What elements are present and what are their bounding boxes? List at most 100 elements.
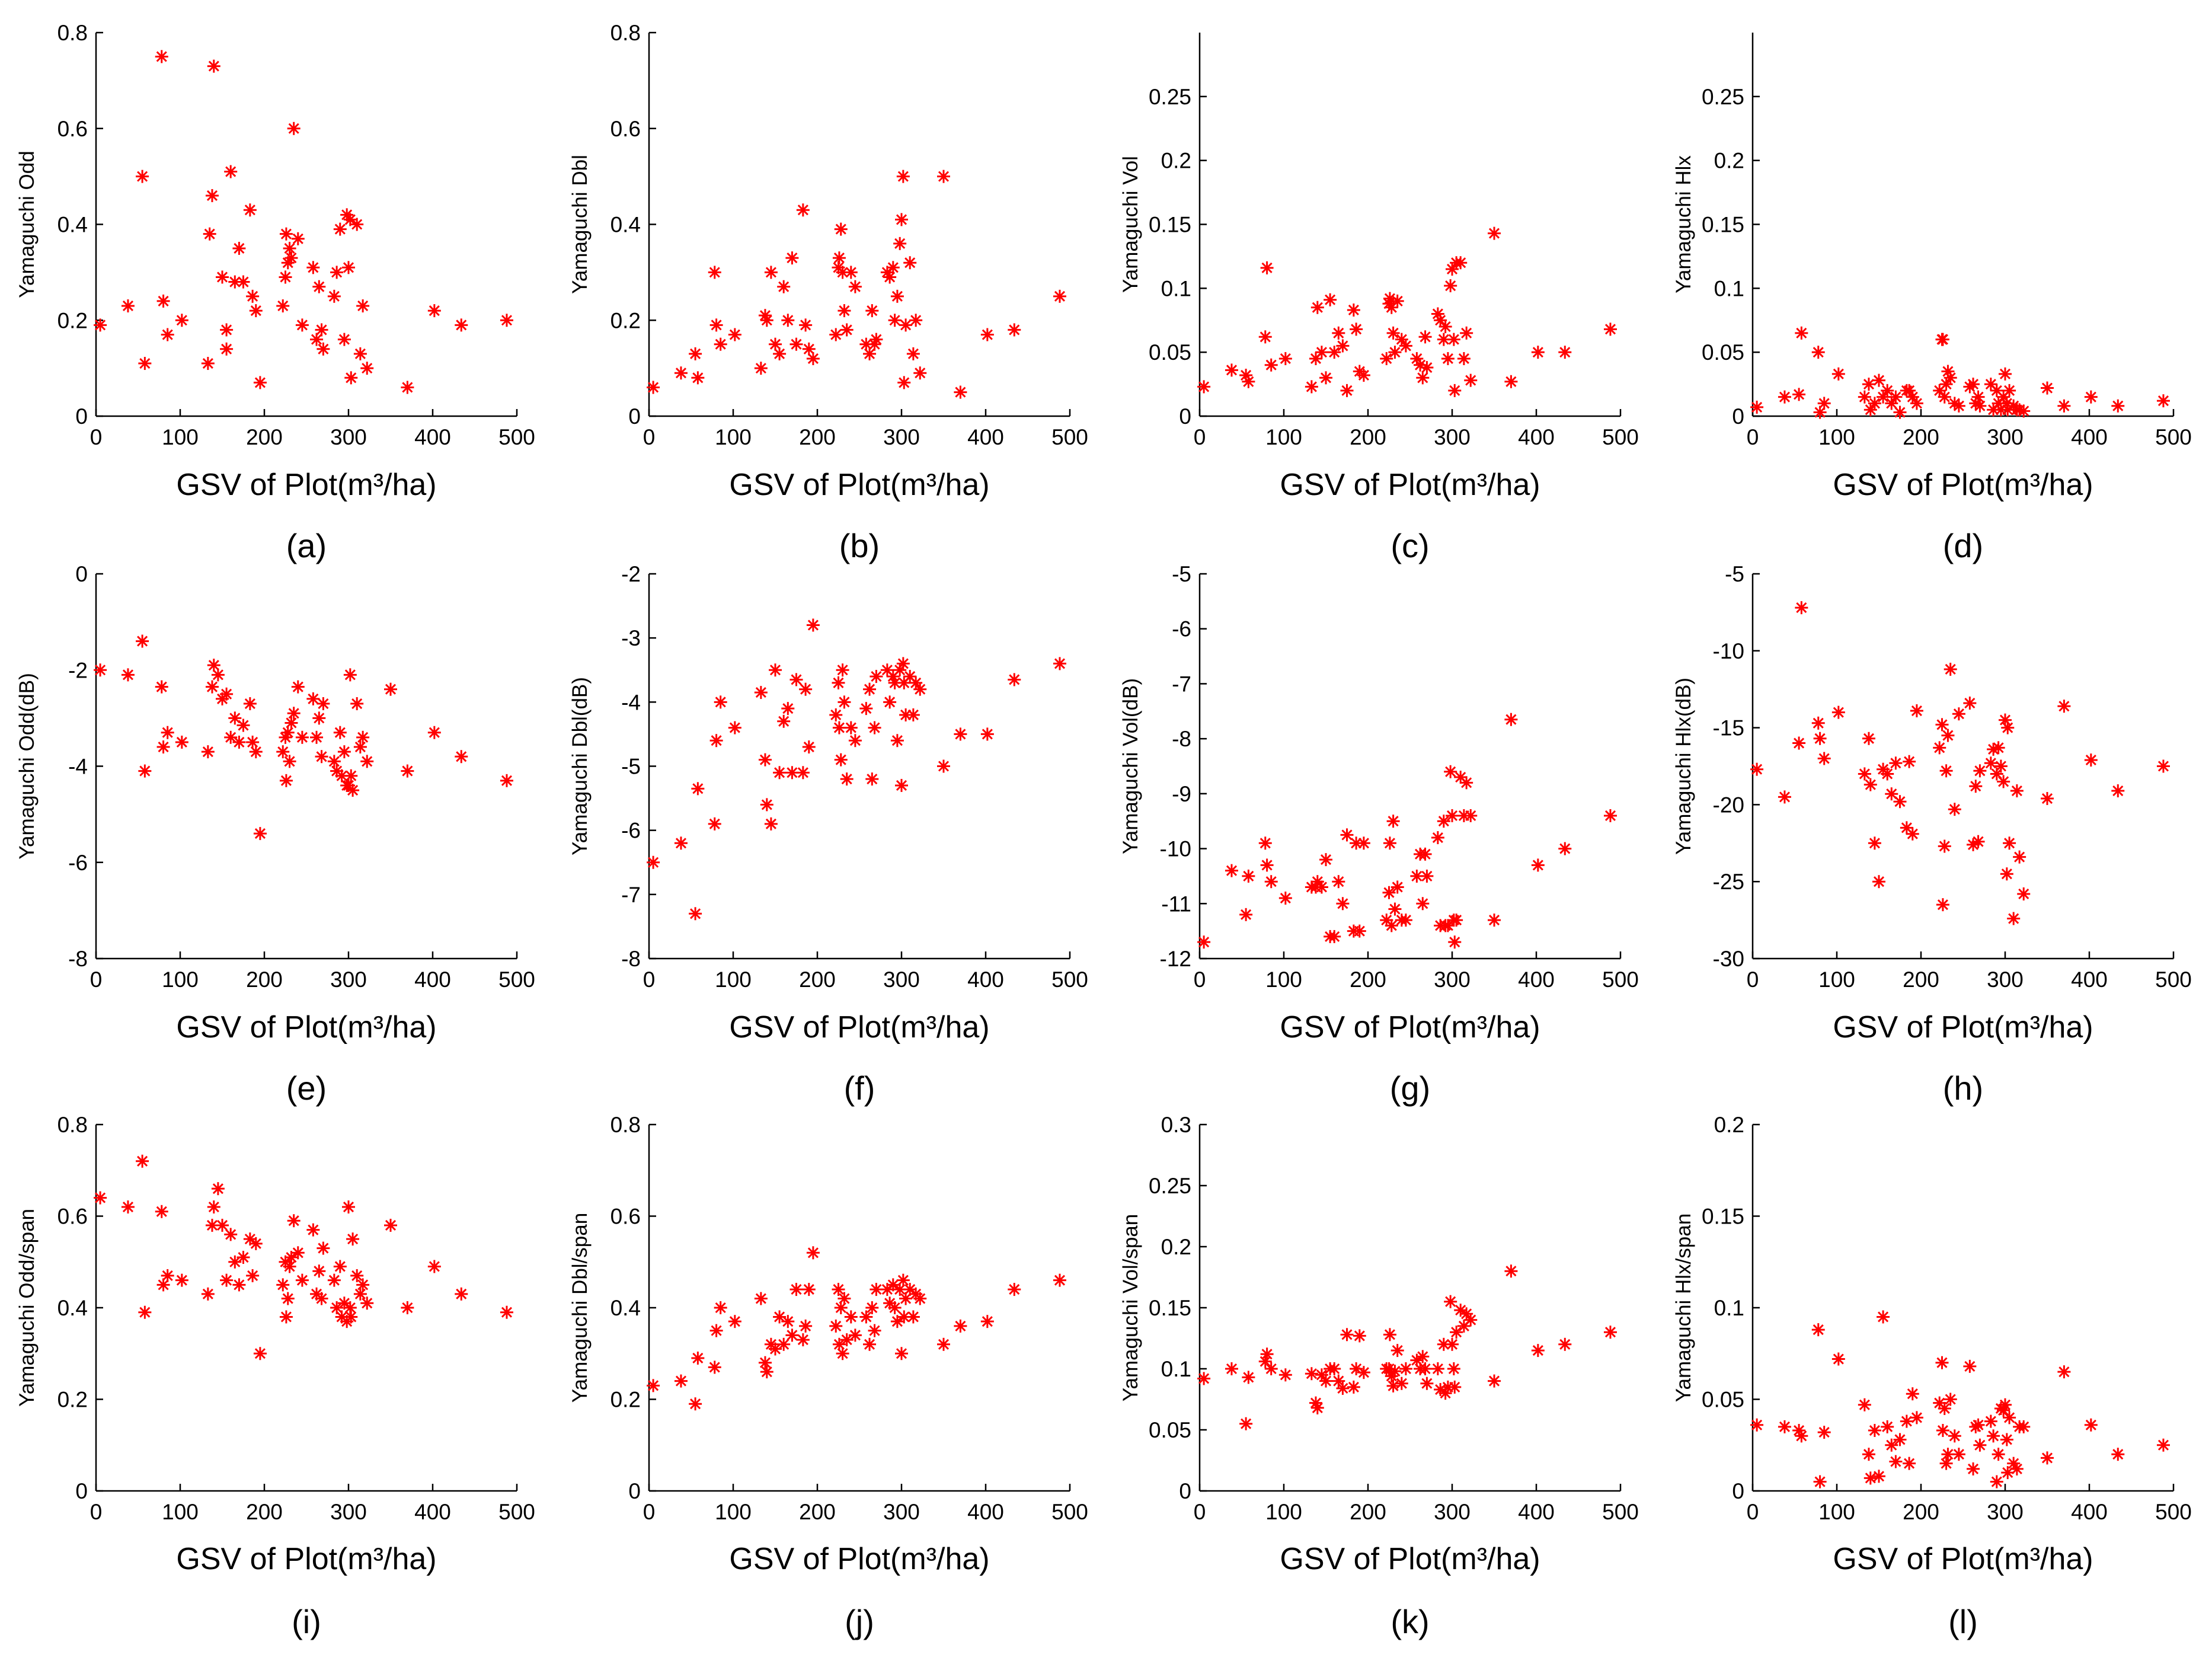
data-point [156, 1278, 170, 1292]
x-tick-label: 100 [162, 1500, 199, 1524]
data-point [1450, 914, 1463, 927]
data-point [1383, 836, 1396, 850]
data-point [1893, 405, 1907, 419]
data-point [315, 750, 328, 764]
data-point [175, 1273, 188, 1287]
data-point [2013, 850, 2026, 864]
data-point [287, 707, 301, 720]
data-point [360, 1296, 374, 1310]
data-point [829, 1319, 843, 1333]
data-point [1889, 390, 1903, 404]
data-point [796, 203, 810, 217]
data-point [829, 328, 843, 341]
data-point [1447, 1362, 1460, 1375]
y-tick-label: 0 [628, 1479, 641, 1503]
x-axis-label: GSV of Plot(m³/ha) [1833, 1542, 2093, 1576]
x-tick-label: 400 [2071, 425, 2108, 449]
x-axis-label: GSV of Plot(m³/ha) [176, 1542, 436, 1576]
data-point [285, 1251, 298, 1264]
data-point [224, 1228, 238, 1241]
x-tick-label: 0 [90, 967, 103, 992]
data-point [1862, 1448, 1875, 1461]
data-point [1906, 827, 1919, 841]
data-point [175, 735, 188, 749]
data-point [689, 347, 702, 360]
data-point [896, 170, 910, 183]
y-tick-label: 0.2 [1714, 1113, 1744, 1137]
data-point [1399, 914, 1412, 927]
data-point [691, 1351, 705, 1365]
data-point [161, 1269, 174, 1282]
data-point [344, 371, 358, 385]
data-point [913, 1292, 927, 1305]
data-point [500, 774, 513, 787]
x-tick-label: 100 [162, 425, 199, 449]
y-tick-label: -7 [621, 883, 641, 907]
y-tick-label: -8 [621, 947, 641, 971]
x-tick-label: 100 [1265, 425, 1302, 449]
data-point [1906, 390, 1919, 404]
data-point [836, 663, 849, 677]
data-point [1340, 828, 1354, 842]
y-tick-label: 0.15 [1149, 213, 1191, 237]
y-tick-label: 0.2 [1161, 149, 1191, 173]
data-point [728, 328, 741, 341]
data-point [1242, 375, 1255, 388]
panel-j: 0 100 200 300 400 500 0 0.2 0.4 0.6 0.8 Yamaguchi D… [568, 1113, 1088, 1640]
data-point [769, 1342, 782, 1356]
data-point [806, 352, 820, 365]
data-point [1831, 705, 1845, 719]
data-point [980, 328, 994, 341]
x-tick-label: 0 [1747, 1500, 1759, 1524]
x-tick-label: 200 [1350, 967, 1386, 992]
data-point [207, 1200, 220, 1214]
x-tick-label: 400 [414, 425, 451, 449]
x-tick-label: 300 [1987, 967, 2024, 992]
data-point [1386, 326, 1400, 340]
y-tick-label: 0.3 [1161, 1113, 1191, 1137]
y-tick-label: -7 [1172, 672, 1191, 696]
data-point [136, 170, 149, 183]
data-point [937, 1337, 950, 1351]
data-point [343, 668, 357, 682]
data-point [1889, 1455, 1903, 1468]
x-tick-label: 200 [799, 967, 836, 992]
data-point [427, 726, 441, 739]
data-point [840, 772, 854, 786]
data-point [714, 337, 727, 351]
data-point [895, 1347, 908, 1360]
data-point [1264, 358, 1278, 372]
data-point [1999, 1398, 2012, 1411]
data-point [863, 1337, 877, 1351]
data-point [906, 347, 920, 360]
data-point [708, 266, 721, 279]
data-point [1388, 346, 1402, 359]
data-point [175, 314, 188, 327]
y-tick-label: -4 [621, 690, 641, 714]
y-tick-label: 0.1 [1161, 1357, 1191, 1381]
data-point [1488, 1374, 1501, 1388]
data-point [216, 270, 229, 284]
data-point [220, 323, 234, 337]
data-point [1889, 756, 1903, 770]
data-point [1941, 729, 1955, 742]
y-tick-label: -9 [1172, 782, 1191, 806]
data-point [2007, 912, 2021, 925]
data-point [1464, 373, 1478, 387]
x-axis-label: GSV of Plot(m³/ha) [729, 1542, 989, 1576]
data-point [1447, 333, 1460, 346]
data-point [1420, 1376, 1434, 1390]
data-point [954, 727, 967, 741]
data-point [94, 663, 107, 677]
data-point [903, 1283, 917, 1296]
data-point [291, 680, 305, 694]
data-point [647, 381, 660, 394]
data-point [346, 1232, 360, 1246]
data-point [2111, 399, 2125, 413]
data-point [754, 362, 768, 375]
data-point [1868, 836, 1881, 850]
data-point [1994, 759, 2008, 773]
data-point [205, 680, 219, 694]
panel-h: 0 100 200 300 400 500 -30 -25 -20 -15 -10 -5 Yamaguc… [1672, 562, 2192, 1107]
data-point [886, 1278, 900, 1292]
